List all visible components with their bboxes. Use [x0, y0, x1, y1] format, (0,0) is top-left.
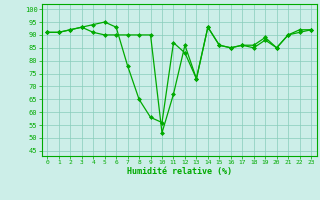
X-axis label: Humidité relative (%): Humidité relative (%): [127, 167, 232, 176]
